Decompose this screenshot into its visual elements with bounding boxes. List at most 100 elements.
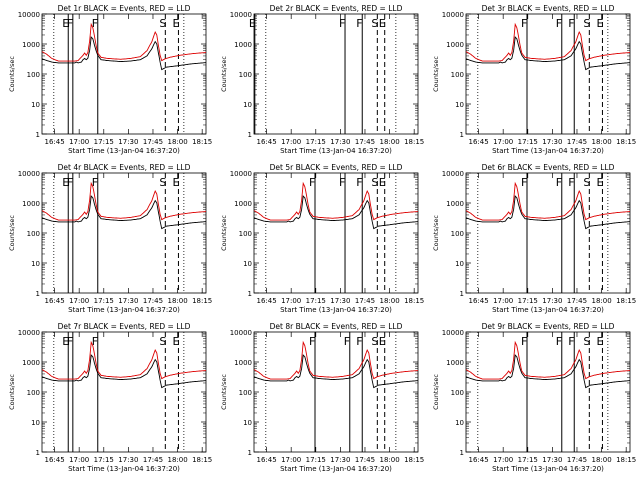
- plot-frame: [253, 331, 419, 453]
- x-tick-label: 17:15: [306, 297, 326, 305]
- x-tick-label: 17:45: [143, 138, 163, 146]
- x-tick-label: 18:15: [192, 456, 212, 464]
- x-tick-label: 17:00: [69, 297, 89, 305]
- y-tick-label: 1: [36, 290, 40, 298]
- x-tick-label: 18:00: [379, 138, 399, 146]
- y-tick-label: 100: [451, 230, 464, 238]
- x-tick-label: 17:15: [306, 456, 326, 464]
- x-tick-label: 17:45: [355, 297, 375, 305]
- flag-label: F: [339, 176, 345, 189]
- y-tick-label: 1000: [234, 41, 252, 49]
- x-tick-label: 18:15: [192, 297, 212, 305]
- x-tick-label: 16:45: [44, 456, 64, 464]
- y-axis-label: Counts/sec: [8, 56, 16, 92]
- x-tick-label: 17:30: [542, 456, 562, 464]
- y-axis-label: Counts/sec: [432, 56, 440, 92]
- y-tick-label: 100: [239, 389, 252, 397]
- x-tick-label: 17:00: [69, 456, 89, 464]
- x-tick-label: 17:45: [355, 456, 375, 464]
- x-axis-label: Start Time (13-Jan-04 16:37:20): [492, 147, 604, 155]
- y-tick-label: 10000: [442, 170, 464, 178]
- flag-label: E: [379, 335, 386, 348]
- flag-label: F: [521, 176, 527, 189]
- flag-label: F: [67, 176, 73, 189]
- y-tick-label: 100: [239, 230, 252, 238]
- x-tick-label: 18:15: [616, 138, 636, 146]
- y-axis-label: Counts/sec: [220, 374, 228, 410]
- flag-label: E: [596, 176, 603, 189]
- x-tick-label: 18:00: [591, 297, 611, 305]
- y-tick-label: 1000: [22, 200, 40, 208]
- flag-label: E: [596, 335, 603, 348]
- x-tick-label: 17:00: [493, 297, 513, 305]
- x-tick-label: 17:15: [94, 456, 114, 464]
- flag-label: S: [371, 335, 378, 348]
- x-axis-label: Start Time (13-Jan-04 16:37:20): [280, 147, 392, 155]
- panel-det-7r: 1 10 100 1000 10000 16:45 17:00 17:15 17:30 17:45…: [8, 322, 212, 473]
- y-tick-label: 1: [248, 290, 252, 298]
- y-tick-label: 100: [451, 389, 464, 397]
- x-tick-label: 17:00: [69, 138, 89, 146]
- x-tick-label: 18:00: [167, 456, 187, 464]
- lld-series-line: [253, 340, 419, 380]
- panel-title: Det 3r BLACK = Events, RED = LLD: [482, 4, 615, 13]
- plot-frame: [465, 331, 631, 453]
- flag-label: E: [249, 17, 256, 30]
- x-tick-label: 18:15: [404, 138, 424, 146]
- flag-label: E: [379, 17, 386, 30]
- y-axis-label: Counts/sec: [8, 215, 16, 251]
- y-tick-label: 100: [27, 389, 40, 397]
- x-tick-label: 18:00: [167, 138, 187, 146]
- x-tick-label: 17:30: [330, 297, 350, 305]
- x-tick-label: 17:45: [143, 297, 163, 305]
- flag-label: F: [568, 176, 574, 189]
- x-tick-label: 16:45: [468, 456, 488, 464]
- lld-series-line: [253, 181, 419, 221]
- y-tick-label: 10: [455, 419, 464, 427]
- y-tick-label: 1000: [22, 359, 40, 367]
- x-tick-label: 18:15: [616, 297, 636, 305]
- flag-label: F: [356, 17, 362, 30]
- plot-frame: [253, 172, 419, 294]
- x-tick-label: 17:30: [330, 138, 350, 146]
- x-tick-label: 16:45: [44, 138, 64, 146]
- x-tick-label: 18:00: [591, 138, 611, 146]
- events-series-line: [41, 354, 207, 389]
- x-tick-label: 18:00: [167, 297, 187, 305]
- plot-frame: [41, 13, 207, 135]
- x-tick-label: 17:45: [355, 138, 375, 146]
- panel-title: Det 4r BLACK = Events, RED = LLD: [58, 163, 191, 172]
- flag-label: F: [521, 17, 527, 30]
- flag-label: F: [556, 176, 562, 189]
- x-tick-label: 18:15: [616, 456, 636, 464]
- plot-frame: [465, 13, 631, 135]
- events-series-line: [465, 36, 631, 71]
- panel-title: Det 9r BLACK = Events, RED = LLD: [482, 322, 615, 331]
- flag-label: E: [172, 17, 179, 30]
- y-tick-label: 10000: [442, 11, 464, 19]
- y-tick-label: 1: [248, 131, 252, 139]
- panel-det-5r: 1 10 100 1000 10000 16:45 17:00 17:15 17:30 17:45…: [220, 163, 424, 314]
- flag-label: S: [583, 335, 590, 348]
- x-tick-label: 17:30: [118, 456, 138, 464]
- x-tick-label: 17:30: [542, 138, 562, 146]
- lld-series-line: [41, 22, 207, 62]
- lld-series-line: [41, 340, 207, 380]
- panel-title: Det 6r BLACK = Events, RED = LLD: [482, 163, 615, 172]
- y-tick-label: 10: [455, 101, 464, 109]
- x-tick-label: 16:45: [256, 456, 276, 464]
- x-tick-label: 17:15: [518, 138, 538, 146]
- events-series-line: [465, 354, 631, 389]
- y-tick-label: 10: [31, 260, 40, 268]
- x-tick-label: 17:15: [94, 297, 114, 305]
- y-tick-label: 1000: [446, 359, 464, 367]
- y-tick-label: 1000: [22, 41, 40, 49]
- y-tick-label: 1: [36, 131, 40, 139]
- x-tick-label: 17:15: [306, 138, 326, 146]
- flag-label: F: [568, 335, 574, 348]
- y-tick-label: 1000: [234, 359, 252, 367]
- x-axis-label: Start Time (13-Jan-04 16:37:20): [492, 465, 604, 473]
- panel-det-9r: 1 10 100 1000 10000 16:45 17:00 17:15 17:30 17:45…: [432, 322, 636, 473]
- x-tick-label: 17:30: [542, 297, 562, 305]
